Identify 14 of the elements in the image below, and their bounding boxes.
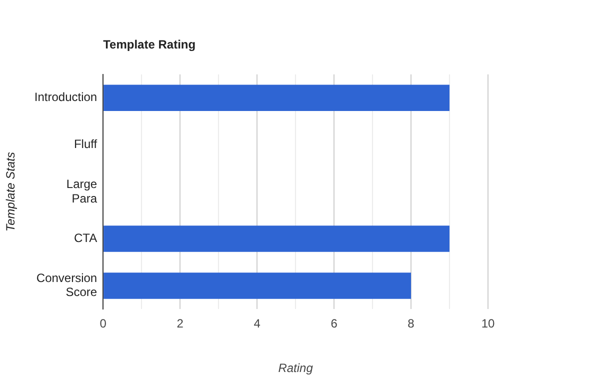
x-tick-label: 2 xyxy=(176,316,184,331)
y-tick-label: Conversion Score xyxy=(36,270,98,300)
x-axis-title: Rating xyxy=(278,361,314,376)
y-axis-title: Template Stats xyxy=(4,152,18,232)
x-tick-label: 4 xyxy=(254,316,261,331)
x-tick-label: 10 xyxy=(481,316,495,331)
y-tick-label: CTA xyxy=(74,231,98,246)
y-tick-label: Fluff xyxy=(74,137,98,152)
y-tick-label: Large Para xyxy=(66,176,98,206)
x-tick-label: 6 xyxy=(330,316,338,331)
chart-title: Template Rating xyxy=(103,38,196,52)
y-tick-label: Introduction xyxy=(34,90,98,104)
x-tick-label: 0 xyxy=(100,316,107,331)
x-tick-label: 8 xyxy=(408,316,415,331)
